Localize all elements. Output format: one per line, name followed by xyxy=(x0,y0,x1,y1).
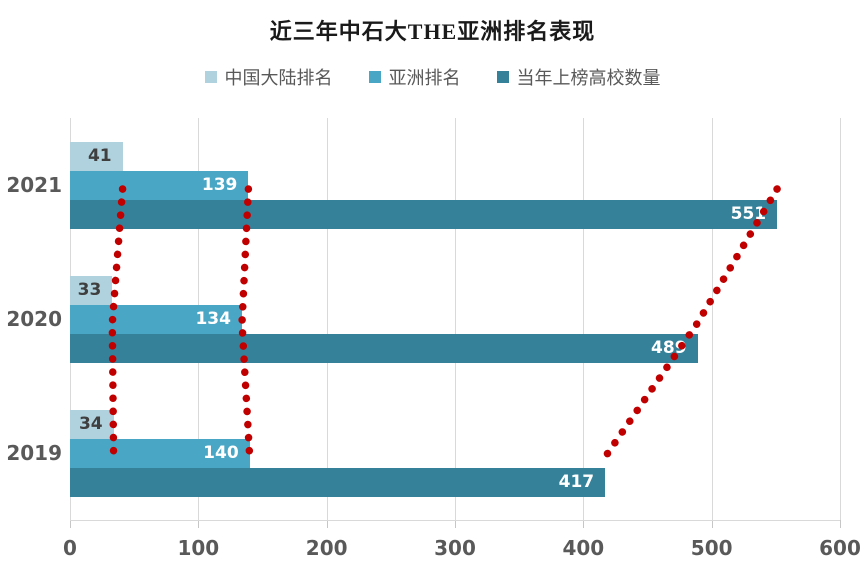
y-category-label-2019: 2019 xyxy=(6,441,62,465)
gridline xyxy=(455,118,456,520)
x-axis-tick xyxy=(455,520,456,528)
bar-value-label: 139 xyxy=(201,174,238,195)
gridline xyxy=(840,118,841,520)
x-tick-label: 600 xyxy=(819,536,861,560)
bar-2021-series1: 139 xyxy=(70,170,249,200)
legend-label: 中国大陆排名 xyxy=(224,68,333,88)
x-axis-tick xyxy=(70,520,71,528)
chart-title: 近三年中石大THE亚洲排名表现 xyxy=(269,19,596,44)
x-axis-tick xyxy=(711,520,713,528)
trend-line-series1 xyxy=(238,185,254,461)
bar-2021-series2: 551 xyxy=(70,199,778,229)
x-tick-label: 400 xyxy=(562,536,605,560)
x-tick-label: 100 xyxy=(177,536,220,560)
y-category-label-2021: 2021 xyxy=(6,173,62,197)
legend-item-1: 亚洲排名 xyxy=(368,64,461,90)
legend-swatch-icon xyxy=(368,71,381,83)
bar-value-label: 41 xyxy=(87,145,112,166)
x-tick-label: 0 xyxy=(63,536,77,560)
bar-value-label: 134 xyxy=(195,308,231,329)
x-axis-tick xyxy=(326,520,328,528)
legend-swatch-icon xyxy=(496,71,509,83)
legend-item-2: 当年上榜高校数量 xyxy=(496,64,661,90)
gridline xyxy=(583,118,585,520)
gridline xyxy=(326,118,328,520)
bar-2020-series1: 134 xyxy=(70,304,242,334)
trend-line-series2 xyxy=(601,185,781,461)
bar-value-label: 140 xyxy=(203,442,239,463)
legend-swatch-icon xyxy=(204,71,217,83)
x-axis-line xyxy=(70,520,840,521)
x-axis-tick xyxy=(198,520,200,528)
bar-value-label: 34 xyxy=(78,413,103,434)
x-tick-label: 500 xyxy=(690,536,733,560)
bar-2020-series2: 489 xyxy=(70,333,698,363)
x-tick-label: 300 xyxy=(434,536,476,560)
bar-2020-series0: 33 xyxy=(70,275,113,305)
legend-item-0: 中国大陆排名 xyxy=(204,64,333,90)
x-axis-tick xyxy=(840,520,841,528)
bar-2019-series0: 34 xyxy=(70,409,114,439)
bar-2019-series1: 140 xyxy=(70,438,250,468)
bar-2021-series0: 41 xyxy=(70,141,123,171)
bar-2019-series2: 417 xyxy=(70,467,606,497)
gridline xyxy=(711,118,713,520)
legend: 中国大陆排名 亚洲排名 当年上榜高校数量 xyxy=(0,64,865,90)
bar-value-label: 551 xyxy=(730,203,767,224)
legend-label: 当年上榜高校数量 xyxy=(516,68,661,88)
bar-value-label: 489 xyxy=(651,337,687,358)
legend-label: 亚洲排名 xyxy=(388,68,461,88)
y-category-label-2020: 2020 xyxy=(6,307,62,331)
bar-value-label: 417 xyxy=(558,471,595,492)
x-axis-tick xyxy=(583,520,585,528)
x-tick-label: 200 xyxy=(305,536,348,560)
bar-value-label: 33 xyxy=(77,279,102,300)
